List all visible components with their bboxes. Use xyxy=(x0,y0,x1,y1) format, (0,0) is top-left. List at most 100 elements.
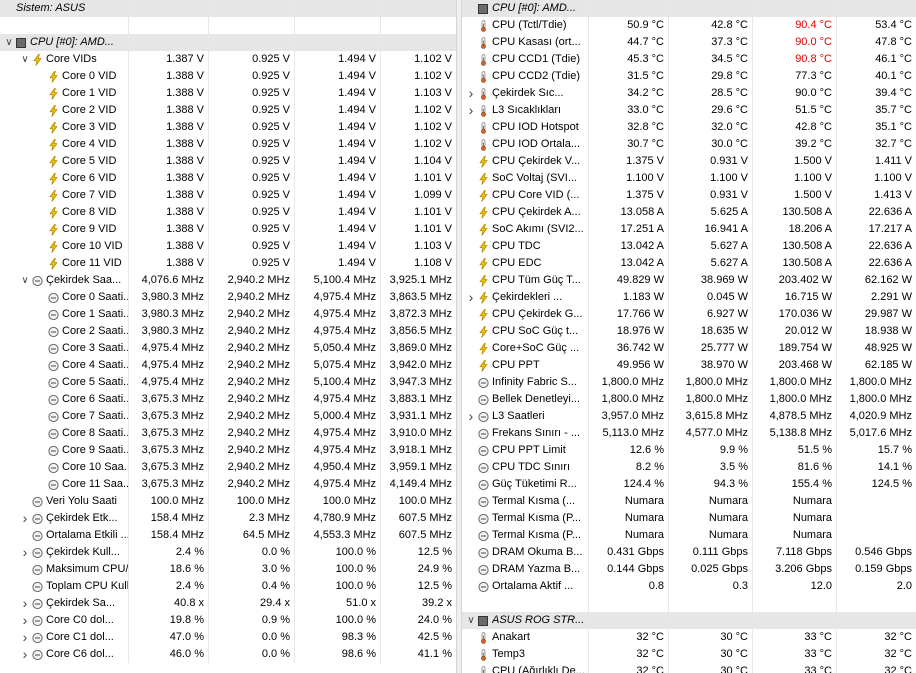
sensor-row[interactable]: CPU Core VID (... 1.375 V 0.931 V 1.500 V 1.… xyxy=(462,187,916,204)
sensor-row[interactable]: Termal Kısma (P... Numara Numara Numara xyxy=(462,527,916,544)
sensor-row[interactable]: Bellek Denetleyi... 1,800.0 MHz 1,800.0 MH… xyxy=(462,391,916,408)
avg-value: 1.413 V xyxy=(836,187,916,204)
sensor-row[interactable]: Infinity Fabric S... 1,800.0 MHz 1,800.0 M… xyxy=(462,374,916,391)
sensor-row[interactable]: Core 5 Saati... 4,975.4 MHz 2,940.2 MHz 5,1… xyxy=(0,374,456,391)
sensor-row[interactable]: Core 0 VID 1.388 V 0.925 V 1.494 V 1.102 V xyxy=(0,68,456,85)
sensor-row[interactable]: CPU PPT Limit 12.6 % 9.9 % 51.5 % 15.7 % xyxy=(462,442,916,459)
sensor-row[interactable]: CPU SoC Güç t... 18.976 W 18.635 W 20.012 W… xyxy=(462,323,916,340)
sensor-name-cell: Ortalama Etkili ... xyxy=(0,527,128,544)
sensor-row[interactable]: Core 5 VID 1.388 V 0.925 V 1.494 V 1.104 V xyxy=(0,153,456,170)
sensor-row[interactable]: Core 7 Saati... 3,675.3 MHz 2,940.2 MHz 5,0… xyxy=(0,408,456,425)
collapse-chevron-icon[interactable]: ∨ xyxy=(21,54,29,65)
sensor-row[interactable]: › Core C0 dol... 19.8 % 0.9 % 100.0 % 24.0 % xyxy=(0,612,456,629)
sensor-row[interactable]: CPU Çekirdek A... 13.058 A 5.625 A 130.508 … xyxy=(462,204,916,221)
sensor-row[interactable]: › Core C1 dol... 47.0 % 0.0 % 98.3 % 42.5 % xyxy=(0,629,456,646)
sensor-row[interactable]: CPU Tüm Güç T... 49.829 W 38.969 W 203.402 … xyxy=(462,272,916,289)
sensor-row[interactable]: CPU (Tctl/Tdie) 50.9 °C 42.8 °C 90.4 °C 53.4… xyxy=(462,17,916,34)
sensor-row[interactable]: › Çekirdek Sa... 40.8 x 29.4 x 51.0 x 39.2 x xyxy=(0,595,456,612)
sensor-row[interactable]: SoC Akımı (SVI2... 17.251 A 16.941 A 18.206… xyxy=(462,221,916,238)
collapse-chevron-icon[interactable]: ∨ xyxy=(5,37,13,48)
sensor-row[interactable]: › Çekirdek Etk... 158.4 MHz 2.3 MHz 4,780.9 … xyxy=(0,510,456,527)
collapse-chevron-icon[interactable]: ∨ xyxy=(467,615,475,626)
sensor-row[interactable]: CPU Çekirdek V... 1.375 V 0.931 V 1.500 V 1.… xyxy=(462,153,916,170)
sensor-row[interactable]: Core 3 VID 1.388 V 0.925 V 1.494 V 1.102 V xyxy=(0,119,456,136)
sensor-row[interactable]: ∨ Çekirdek Saa... 4,076.6 MHz 2,940.2 MHz 5,… xyxy=(0,272,456,289)
expand-chevron-icon[interactable]: › xyxy=(22,544,28,560)
sensor-row[interactable]: Core 2 VID 1.388 V 0.925 V 1.494 V 1.102 V xyxy=(0,102,456,119)
sensor-row[interactable]: Core 9 Saati... 3,675.3 MHz 2,940.2 MHz 4,9… xyxy=(0,442,456,459)
sensor-row[interactable]: Veri Yolu Saati 100.0 MHz 100.0 MHz 100.0 M… xyxy=(0,493,456,510)
current-value: 1.388 V xyxy=(128,136,208,153)
sensor-row[interactable]: Frekans Sınırı - ... 5,113.0 MHz 4,577.0 M… xyxy=(462,425,916,442)
sensor-pane-left[interactable]: Sistem: ASUS ∨ CPU [#0]: AMD... ∨ Core VIDs 1… xyxy=(0,0,456,673)
sensor-group-header[interactable]: Sistem: ASUS xyxy=(0,0,456,17)
expand-chevron-icon[interactable]: › xyxy=(22,629,28,645)
sensor-row[interactable]: Temp3 32 °C 30 °C 33 °C 32 °C xyxy=(462,646,916,663)
sensor-row[interactable]: Core 3 Saati... 4,975.4 MHz 2,940.2 MHz 5,0… xyxy=(0,340,456,357)
pane-splitter[interactable] xyxy=(456,0,462,673)
sensor-row[interactable]: Anakart 32 °C 30 °C 33 °C 32 °C xyxy=(462,629,916,646)
sensor-row[interactable]: CPU PPT 49.956 W 38.970 W 203.468 W 62.185 W xyxy=(462,357,916,374)
sensor-row[interactable]: Ortalama Etkili ... 158.4 MHz 64.5 MHz 4,55… xyxy=(0,527,456,544)
sensor-row[interactable]: Toplam CPU Kull...2.4 %0.4 %100.0 %12.5 … xyxy=(0,578,456,595)
expand-chevron-icon[interactable]: › xyxy=(22,595,28,611)
sensor-row[interactable]: Maksimum CPU/...18.6 %3.0 %100.0 %24.9 % xyxy=(0,561,456,578)
sensor-row[interactable]: Core 7 VID 1.388 V 0.925 V 1.494 V 1.099 V xyxy=(0,187,456,204)
sensor-row[interactable]: Core 11 Saa... 3,675.3 MHz 2,940.2 MHz 4,97… xyxy=(0,476,456,493)
sensor-row[interactable]: Core 1 VID 1.388 V 0.925 V 1.494 V 1.103 V xyxy=(0,85,456,102)
sensor-row[interactable]: CPU CCD1 (Tdie) 45.3 °C 34.5 °C 90.8 °C 46.1… xyxy=(462,51,916,68)
sensor-row[interactable]: Core 0 Saati... 3,980.3 MHz 2,940.2 MHz 4,9… xyxy=(0,289,456,306)
sensor-row[interactable]: Core 9 VID 1.388 V 0.925 V 1.494 V 1.101 V xyxy=(0,221,456,238)
expand-chevron-icon[interactable]: › xyxy=(468,102,474,118)
sensor-row[interactable]: Core 8 Saati... 3,675.3 MHz 2,940.2 MHz 4,9… xyxy=(0,425,456,442)
max-value: Numara xyxy=(752,493,836,510)
sensor-row[interactable]: › Çekirdek Sıc... 34.2 °C 28.5 °C 90.0 °C 39.… xyxy=(462,85,916,102)
sensor-row[interactable]: Core 11 VID 1.388 V 0.925 V 1.494 V 1.108 V xyxy=(0,255,456,272)
sensor-row[interactable]: Termal Kısma (... Numara Numara Numara xyxy=(462,493,916,510)
sensor-row[interactable]: Ortalama Aktif ... 0.8 0.3 12.0 2.0 xyxy=(462,578,916,595)
expand-chevron-icon[interactable]: › xyxy=(22,612,28,628)
sensor-row[interactable]: Core 10 VID 1.388 V 0.925 V 1.494 V 1.103 V xyxy=(0,238,456,255)
sensor-pane-right[interactable]: CPU [#0]: AMD... CPU (Tctl/Tdie) 50.9 °C 42… xyxy=(462,0,916,673)
sensor-row[interactable]: Core 10 Saa... 3,675.3 MHz 2,940.2 MHz 4,95… xyxy=(0,459,456,476)
expand-chevron-icon[interactable]: › xyxy=(22,510,28,526)
sensor-row[interactable]: Core 6 VID 1.388 V 0.925 V 1.494 V 1.101 V xyxy=(0,170,456,187)
sensor-row[interactable]: CPU EDC 13.042 A 5.627 A 130.508 A 22.636 A xyxy=(462,255,916,272)
sensor-row[interactable]: CPU IOD Ortala... 30.7 °C 30.0 °C 39.2 °C 32… xyxy=(462,136,916,153)
sensor-row[interactable]: CPU IOD Hotspot 32.8 °C 32.0 °C 42.8 °C 35.1… xyxy=(462,119,916,136)
expand-chevron-icon[interactable]: › xyxy=(468,85,474,101)
sensor-row[interactable]: Termal Kısma (P... Numara Numara Numara xyxy=(462,510,916,527)
expand-chevron-icon[interactable]: › xyxy=(468,289,474,305)
sensor-row[interactable]: › L3 Sıcaklıkları 33.0 °C 29.6 °C 51.5 °C 35.… xyxy=(462,102,916,119)
sensor-row[interactable]: › Core C6 dol... 46.0 % 0.0 % 98.6 % 41.1 % xyxy=(0,646,456,663)
expand-chevron-icon[interactable]: › xyxy=(468,408,474,424)
sensor-row[interactable]: CPU (Ağırlıklı De... 32 °C 30 °C 33 °C 32 °C xyxy=(462,663,916,673)
sensor-row[interactable]: Core 4 VID 1.388 V 0.925 V 1.494 V 1.102 V xyxy=(0,136,456,153)
current-value: 13.042 A xyxy=(588,238,668,255)
sensor-row[interactable]: DRAM Okuma B... 0.431 Gbps 0.111 Gbps 7.118… xyxy=(462,544,916,561)
sensor-row[interactable]: › Çekirdek Kull... 2.4 % 0.0 % 100.0 % 12.5 % xyxy=(0,544,456,561)
sensor-row[interactable]: CPU Çekirdek G... 17.766 W 6.927 W 170.036 … xyxy=(462,306,916,323)
sensor-row[interactable]: Güç Tüketimi R... 124.4 % 94.3 % 155.4 % 124… xyxy=(462,476,916,493)
sensor-row[interactable]: CPU TDC Sınırı 8.2 % 3.5 % 81.6 % 14.1 % xyxy=(462,459,916,476)
sensor-group-header[interactable]: CPU [#0]: AMD... xyxy=(462,0,916,17)
sensor-group-header[interactable]: ∨ CPU [#0]: AMD... xyxy=(0,34,456,51)
sensor-row[interactable]: CPU CCD2 (Tdie) 31.5 °C 29.8 °C 77.3 °C 40.1… xyxy=(462,68,916,85)
sensor-row[interactable]: Core+SoC Güç ... 36.742 W 25.777 W 189.754 … xyxy=(462,340,916,357)
sensor-row[interactable]: Core 2 Saati... 3,980.3 MHz 2,940.2 MHz 4,9… xyxy=(0,323,456,340)
sensor-row[interactable]: › L3 Saatleri 3,957.0 MHz 3,615.8 MHz 4,878.… xyxy=(462,408,916,425)
sensor-row[interactable]: Core 4 Saati... 4,975.4 MHz 2,940.2 MHz 5,0… xyxy=(0,357,456,374)
sensor-row[interactable]: Core 6 Saati... 3,675.3 MHz 2,940.2 MHz 4,9… xyxy=(0,391,456,408)
sensor-row[interactable]: ∨ Core VIDs 1.387 V 0.925 V 1.494 V 1.102 V xyxy=(0,51,456,68)
sensor-row[interactable]: Core 8 VID 1.388 V 0.925 V 1.494 V 1.101 V xyxy=(0,204,456,221)
sensor-row[interactable]: CPU TDC 13.042 A 5.627 A 130.508 A 22.636 A xyxy=(462,238,916,255)
sensor-row[interactable]: CPU Kasası (ort... 44.7 °C 37.3 °C 90.0 °C 4… xyxy=(462,34,916,51)
sensor-row[interactable]: DRAM Yazma B... 0.144 Gbps 0.025 Gbps 3.206… xyxy=(462,561,916,578)
lightning-bolt-icon xyxy=(478,206,489,219)
sensor-group-header[interactable]: ∨ ASUS ROG STR... xyxy=(462,612,916,629)
collapse-chevron-icon[interactable]: ∨ xyxy=(21,275,29,286)
expand-chevron-icon[interactable]: › xyxy=(22,646,28,662)
sensor-row[interactable]: Core 1 Saati... 3,980.3 MHz 2,940.2 MHz 4,9… xyxy=(0,306,456,323)
